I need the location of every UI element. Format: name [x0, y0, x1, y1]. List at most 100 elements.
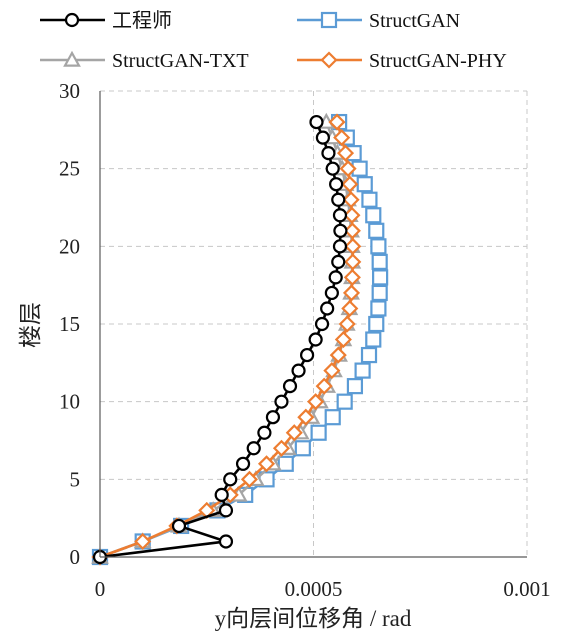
legend-item: StructGAN-TXT	[40, 50, 249, 72]
data-point	[235, 456, 251, 471]
x-axis-title: y向层间位移角 / rad	[215, 606, 412, 631]
x-tick-label: 0	[95, 577, 106, 601]
legend-marker	[63, 50, 81, 67]
data-point	[314, 316, 330, 332]
data-point	[272, 439, 291, 457]
y-tick-label: 10	[59, 390, 80, 414]
data-point	[294, 440, 311, 457]
data-point	[370, 300, 387, 317]
data-point	[368, 315, 385, 333]
data-point	[354, 362, 371, 379]
data-point	[336, 393, 353, 410]
data-point	[371, 284, 388, 302]
data-point	[343, 222, 361, 240]
data-point	[365, 207, 382, 224]
data-point	[329, 346, 347, 364]
y-tick-label: 15	[59, 312, 80, 336]
data-point	[368, 222, 385, 239]
data-point	[223, 472, 238, 487]
data-point	[334, 330, 352, 349]
data-point	[265, 410, 281, 425]
data-point	[332, 239, 348, 254]
data-point	[325, 161, 340, 176]
data-point	[332, 208, 348, 223]
data-point	[341, 175, 359, 193]
data-point	[328, 113, 346, 131]
data-point	[246, 441, 261, 456]
legend-label: StructGAN-TXT	[112, 50, 249, 72]
y-tick-label: 5	[70, 467, 81, 491]
data-point	[346, 378, 364, 395]
legend-marker	[320, 51, 338, 69]
grid	[100, 90, 528, 557]
legend: 工程师 StructGAN StructGAN-TXT StructGAN-PHY	[40, 9, 507, 72]
data-point	[339, 160, 357, 178]
legend-item: StructGAN	[297, 10, 460, 32]
y-tick-label: 20	[59, 234, 80, 258]
data-point	[291, 363, 306, 378]
data-point	[344, 237, 362, 255]
data-point	[360, 346, 378, 364]
data-point	[310, 424, 327, 441]
data-point	[372, 269, 389, 286]
tick-labels: 0 5 10 15 20 25 30 0 0.0005 0.001	[59, 79, 551, 601]
data-point	[320, 301, 335, 316]
data-point	[371, 253, 388, 270]
data-point	[323, 362, 341, 380]
data-point	[214, 487, 229, 502]
data-point	[277, 455, 294, 472]
data-point	[370, 238, 387, 255]
data-point	[285, 424, 303, 442]
legend-item: StructGAN-PHY	[297, 50, 507, 72]
data-point	[341, 299, 359, 318]
data-point	[171, 518, 187, 534]
y-tick-label: 0	[70, 545, 81, 569]
data-point	[307, 393, 325, 411]
data-point	[324, 409, 341, 426]
legend-label: StructGAN-PHY	[369, 50, 507, 72]
legend-label: StructGAN	[369, 10, 460, 32]
series-layer	[91, 112, 389, 566]
data-point	[336, 144, 355, 162]
data-point	[299, 347, 315, 363]
series-circle	[92, 114, 348, 565]
legend-marker	[64, 12, 80, 28]
data-point	[315, 130, 330, 145]
y-tick-label: 30	[59, 79, 80, 103]
data-point	[344, 253, 362, 271]
legend-label: 工程师	[112, 9, 172, 32]
data-point	[356, 176, 373, 193]
data-point	[257, 455, 276, 473]
data-point	[365, 331, 382, 348]
data-point	[218, 503, 234, 518]
data-point	[134, 532, 152, 551]
data-point	[342, 284, 361, 302]
data-point	[343, 268, 361, 286]
data-point	[331, 254, 346, 269]
data-point	[342, 191, 360, 209]
x-tick-label: 0.001	[503, 577, 550, 601]
data-point	[309, 114, 324, 130]
data-point	[338, 315, 356, 333]
data-point	[297, 408, 315, 426]
data-point	[331, 192, 346, 207]
legend-item: 工程师	[40, 9, 172, 32]
data-point	[328, 270, 343, 285]
data-point	[240, 470, 259, 488]
axes	[99, 91, 527, 558]
data-point	[308, 332, 323, 347]
data-point	[329, 177, 344, 192]
data-point	[274, 394, 289, 409]
series-diamond	[91, 113, 362, 566]
data-point	[361, 191, 378, 208]
data-point	[324, 285, 339, 301]
data-point	[343, 206, 361, 224]
data-point	[257, 425, 272, 440]
data-point	[333, 223, 348, 238]
y-tick-label: 25	[59, 157, 80, 181]
data-point	[315, 377, 333, 395]
data-point	[218, 534, 234, 549]
legend-marker	[320, 11, 338, 29]
data-point	[282, 379, 298, 394]
